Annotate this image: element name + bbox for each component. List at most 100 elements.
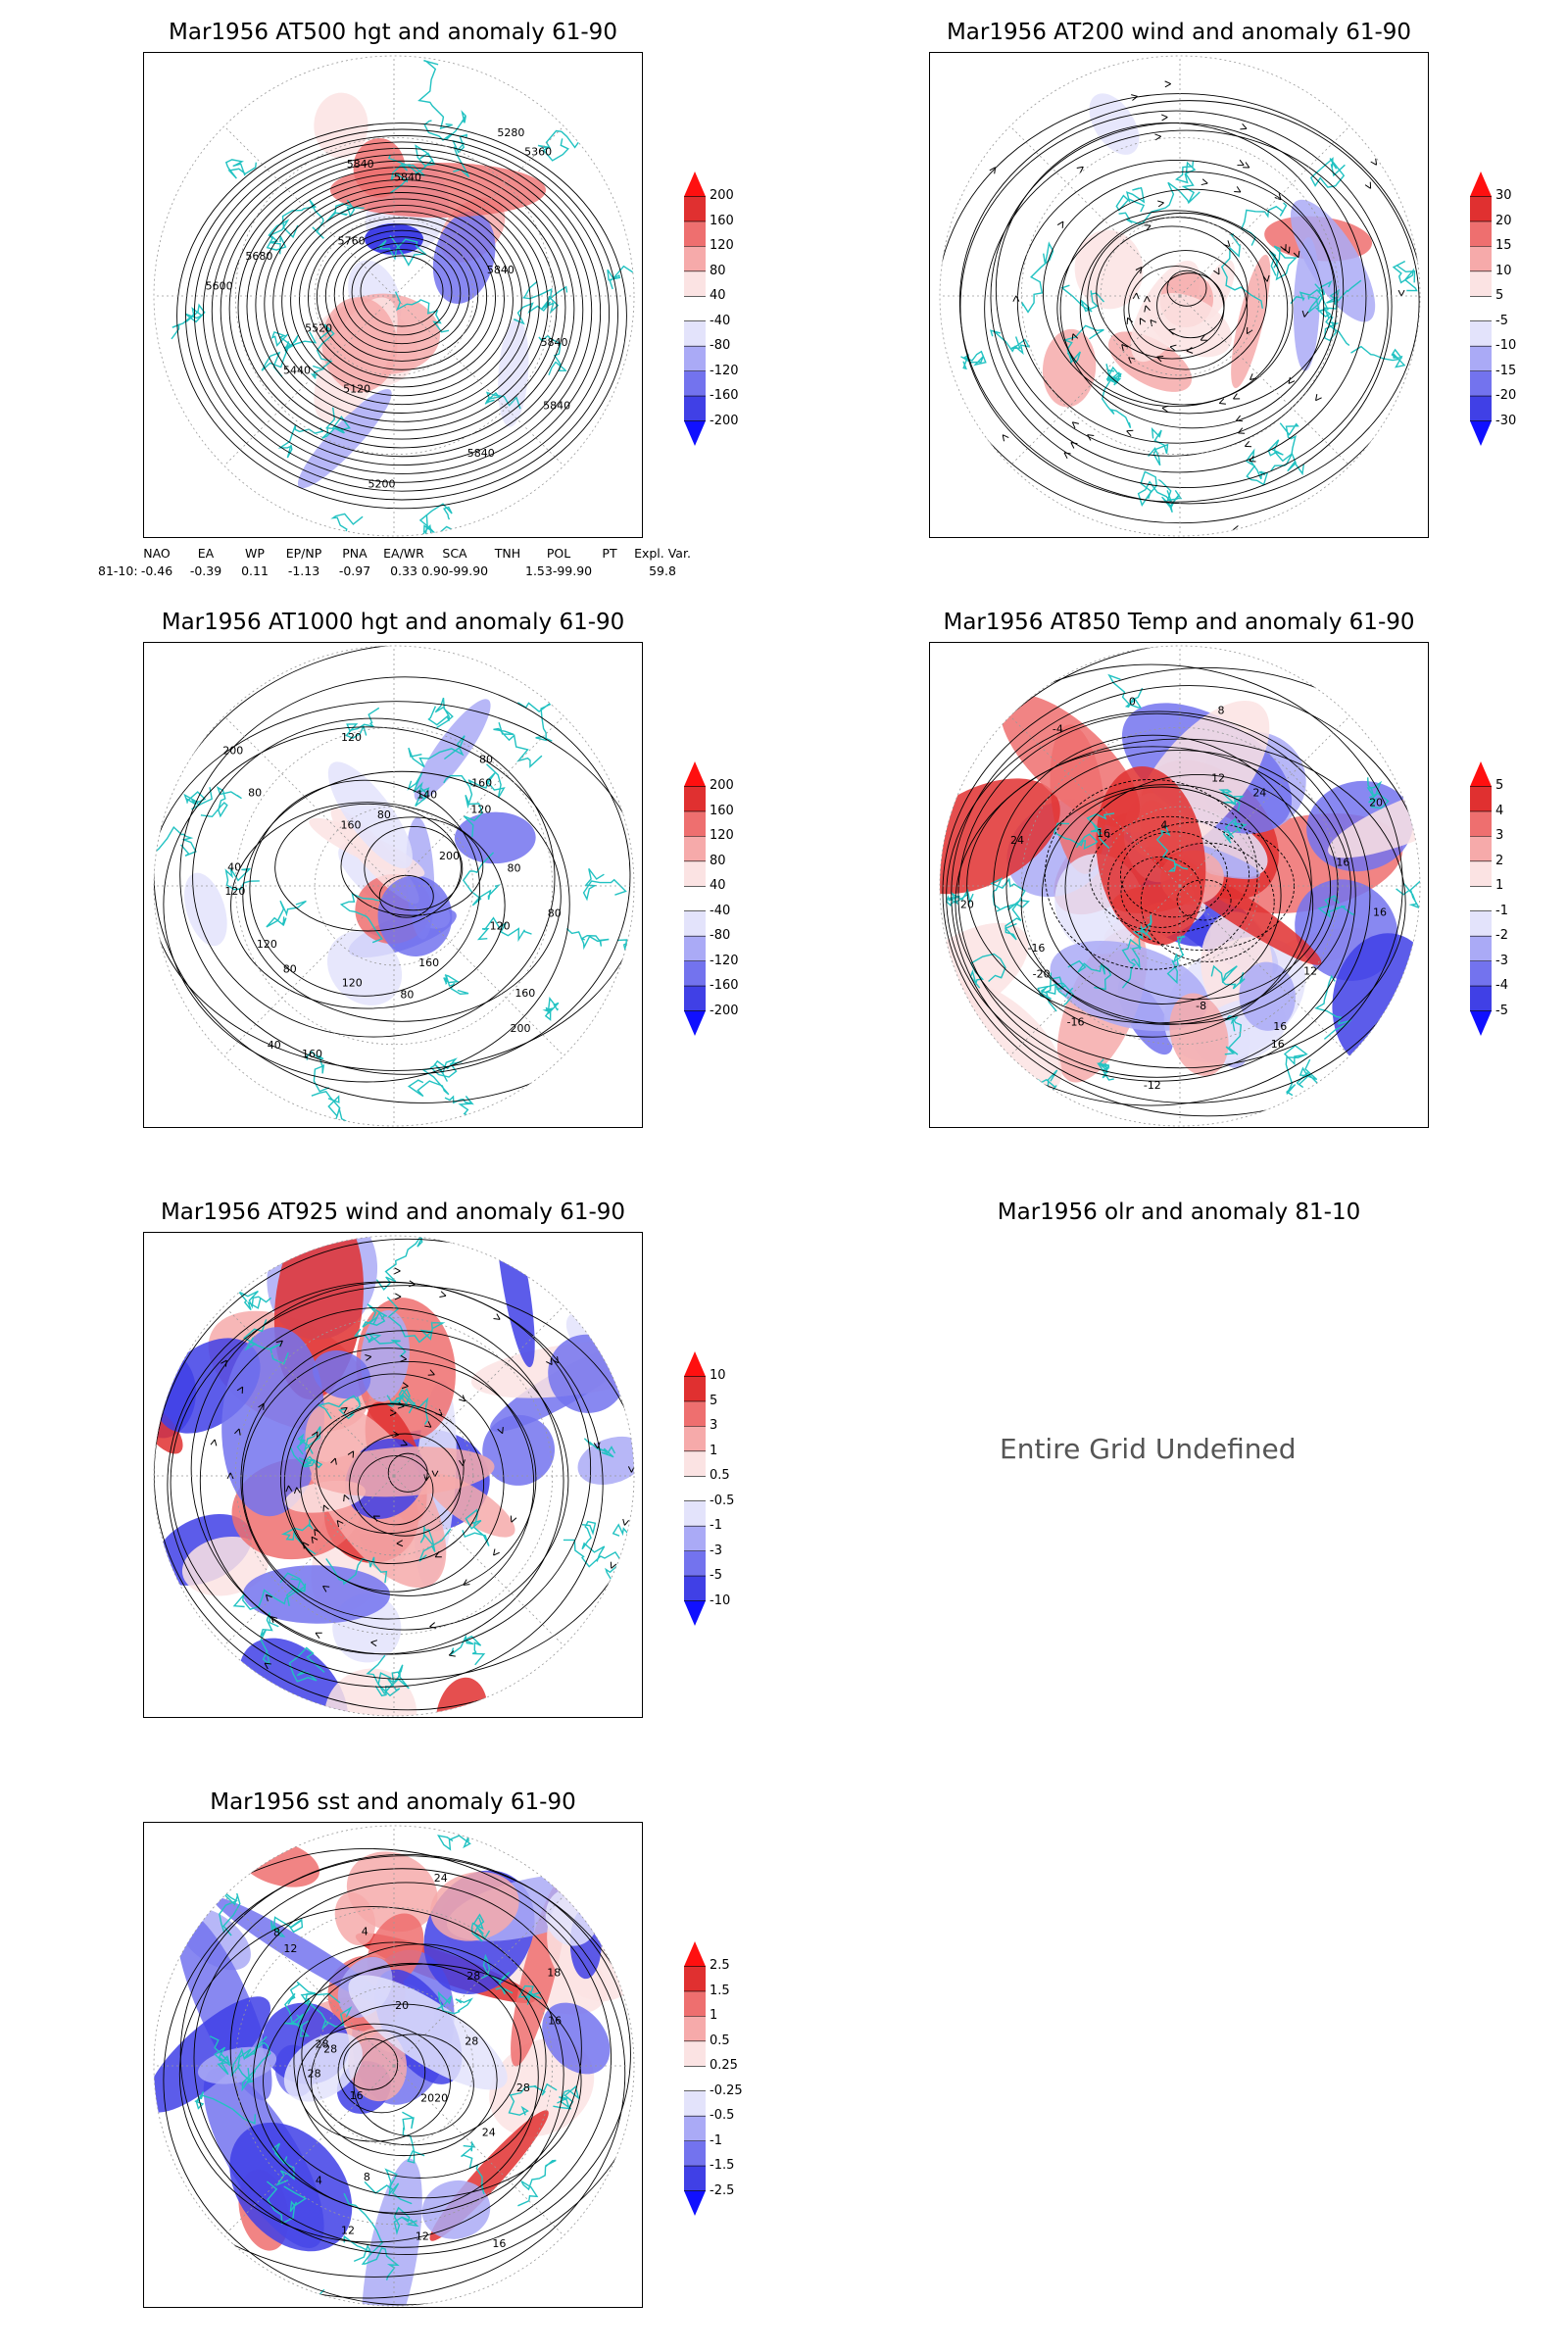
- undefined-grid-message: Entire Grid Undefined: [1000, 1433, 1297, 1465]
- coastline: [1115, 186, 1146, 213]
- coastline: [1396, 865, 1420, 909]
- wind-arrow: [389, 1409, 397, 1417]
- contour-label: 16: [548, 2014, 562, 2027]
- colorbar-segment: [684, 2016, 706, 2042]
- wind-arrow: [1238, 427, 1246, 434]
- isoline: [966, 746, 1339, 1024]
- contour-label: 12: [1303, 965, 1317, 978]
- map-panel-850temp: 16 12 16 16 -8 -12 -16 -20 -16 20 24 16 -4 0 4 8 12 24 20 1…: [929, 642, 1429, 1128]
- wind-arrow: [493, 1313, 501, 1320]
- streamline: [990, 122, 1367, 473]
- wind-arrow: [1234, 186, 1242, 193]
- height-contour: [211, 147, 593, 474]
- wind-arrow: [1160, 114, 1168, 122]
- anomaly-shading: [1108, 331, 1193, 392]
- contour-label: -12: [1144, 1079, 1161, 1092]
- coastline: [154, 825, 197, 857]
- coastline: [461, 2140, 485, 2195]
- colorbar-segment: [684, 960, 706, 987]
- contour-label: 28: [465, 2035, 478, 2048]
- coastline: [563, 1539, 623, 1588]
- streamline: [1096, 225, 1249, 360]
- colorbar-tick-label: 160: [710, 213, 734, 228]
- contour-label: 5840: [543, 399, 570, 412]
- coastline: [315, 2288, 350, 2306]
- coastline: [325, 199, 365, 222]
- coastline: [990, 877, 1026, 911]
- coastline: [1097, 1058, 1114, 1081]
- colorbar-tick-label: 0.5: [710, 1468, 730, 1484]
- latitude-circle: [153, 1825, 635, 2307]
- isoline: [230, 802, 506, 1009]
- coastline: [396, 1388, 429, 1425]
- contour-label: 80: [400, 988, 414, 1001]
- colorbar-segment: [684, 1526, 706, 1552]
- height-contour: [246, 172, 558, 440]
- isoline: [179, 676, 631, 1075]
- wind-arrow: [510, 1515, 517, 1523]
- teleconnection-header: Expl. Var.: [634, 546, 691, 561]
- contour-label: 5120: [343, 382, 370, 395]
- map-panel-925wind: [143, 1232, 643, 1718]
- meridian: [223, 715, 395, 887]
- wind-arrow: [1235, 415, 1244, 422]
- isoline: [249, 779, 480, 997]
- wind-arrow: [1161, 405, 1169, 413]
- isoline: [242, 770, 562, 1022]
- wind-arrow: [293, 1487, 301, 1494]
- coastline: [408, 735, 466, 768]
- height-contour: [333, 236, 470, 354]
- contour-label: 20: [1369, 797, 1383, 809]
- wind-arrow: [264, 1662, 271, 1670]
- colorbar-tick-label: 5: [1495, 778, 1504, 794]
- contour-label: 160: [341, 819, 362, 832]
- coastline: [386, 1297, 446, 1344]
- height-contour: [264, 185, 540, 422]
- teleconnection-value: 59.8: [649, 564, 676, 578]
- streamline: [170, 1285, 634, 1680]
- colorbar-tick-label: 200: [710, 188, 734, 204]
- teleconnection-value: 0.33: [390, 564, 417, 578]
- isoline: [253, 1941, 539, 2214]
- contour-label: 80: [283, 962, 297, 975]
- contour-label: 5360: [524, 146, 552, 159]
- contour-label: 5440: [283, 365, 311, 377]
- colorbar-tick-label: -3: [710, 1543, 722, 1558]
- coastline: [1366, 777, 1390, 809]
- contour-label: 18: [547, 1967, 561, 1980]
- wind-arrow: [397, 1401, 405, 1409]
- coastline: [1118, 181, 1190, 224]
- colorbar-tip: [1470, 420, 1492, 446]
- colorbar-tick-label: -200: [710, 1003, 739, 1018]
- teleconnection-value: 1.53-99.90: [525, 564, 593, 578]
- wind-arrow: [372, 1515, 380, 1522]
- contour-label: 8: [273, 1926, 280, 1938]
- wind-arrow: [396, 1540, 404, 1547]
- colorbar-segment: [684, 2140, 706, 2167]
- wind-arrow: [1126, 317, 1134, 324]
- colorbar-tick-label: -3: [1495, 953, 1508, 968]
- wind-arrow: [1012, 295, 1020, 302]
- contour-label: 160: [514, 987, 535, 1000]
- colorbar-segment: [684, 1966, 706, 1992]
- wind-arrow: [989, 167, 997, 174]
- wind-arrow: [1200, 178, 1208, 186]
- colorbar-segment: [1470, 936, 1492, 962]
- colorbar-segment: [684, 1576, 706, 1602]
- wind-arrow: [340, 1406, 348, 1414]
- coastline: [607, 254, 634, 290]
- contour-label: 28: [316, 2037, 329, 2050]
- coastline: [407, 1067, 450, 1098]
- colorbar-segment: [684, 1500, 706, 1527]
- height-contour: [228, 160, 575, 458]
- wind-arrow: [270, 1616, 278, 1624]
- height-contour: [237, 167, 566, 449]
- coastline: [219, 1890, 241, 1936]
- anomaly-shading: [542, 2002, 611, 2075]
- coastline: [508, 2082, 558, 2116]
- wind-arrow: [1284, 246, 1291, 254]
- colorbar-tick-label: -1: [710, 2132, 722, 2148]
- height-contour: [176, 122, 627, 510]
- colorbar-tick-label: -0.5: [710, 1493, 735, 1508]
- contour-label: 160: [418, 956, 439, 969]
